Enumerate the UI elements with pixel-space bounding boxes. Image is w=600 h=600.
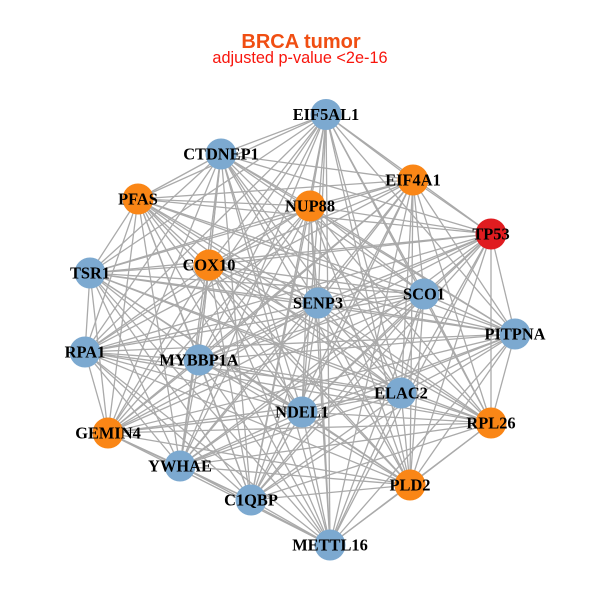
svg-text:GEMIN4: GEMIN4	[75, 424, 141, 443]
svg-text:adjusted p-value <2e-16: adjusted p-value <2e-16	[212, 49, 387, 67]
svg-text:TSR1: TSR1	[70, 264, 110, 283]
svg-text:RPA1: RPA1	[65, 343, 106, 362]
svg-text:CTDNEP1: CTDNEP1	[183, 145, 259, 164]
svg-text:BRCA tumor: BRCA tumor	[241, 31, 360, 53]
svg-text:ELAC2: ELAC2	[374, 384, 428, 403]
svg-text:METTL16: METTL16	[292, 536, 368, 555]
svg-text:PFAS: PFAS	[118, 190, 158, 209]
svg-text:NUP88: NUP88	[285, 197, 335, 216]
svg-text:RPL26: RPL26	[466, 414, 515, 433]
svg-text:SCO1: SCO1	[403, 285, 445, 304]
svg-text:TP53: TP53	[472, 225, 509, 244]
svg-text:MYBBP1A: MYBBP1A	[159, 351, 238, 370]
svg-text:PITPNA: PITPNA	[484, 325, 545, 344]
svg-text:NDEL1: NDEL1	[275, 403, 329, 422]
svg-text:EIF5AL1: EIF5AL1	[293, 105, 359, 124]
svg-text:C1QBP: C1QBP	[224, 491, 278, 510]
svg-text:EIF4A1: EIF4A1	[385, 171, 441, 190]
svg-text:PLD2: PLD2	[390, 476, 431, 495]
svg-text:COX10: COX10	[183, 256, 236, 275]
svg-text:YWHAE: YWHAE	[148, 457, 212, 476]
svg-text:SENP3: SENP3	[293, 294, 343, 313]
